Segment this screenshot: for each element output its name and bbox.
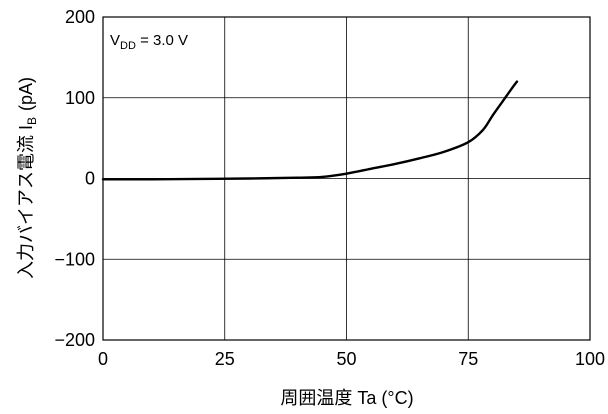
y-axis-label: 入力バイアス電流 IB (pA)	[16, 77, 39, 279]
y-tick-label: −100	[54, 249, 95, 269]
x-tick-label: 25	[215, 349, 235, 369]
x-tick-label: 100	[575, 349, 605, 369]
series-line	[101, 80, 519, 181]
annotation-subscript: DD	[120, 40, 136, 52]
y-axis-label-subscript: B	[25, 117, 39, 125]
x-axis-label: 周囲温度 Ta (°C)	[280, 388, 413, 408]
x-tick-label: 50	[336, 349, 356, 369]
annotation-suffix: = 3.0 V	[136, 32, 188, 49]
y-tick-labels: 200 100 0 −100 −200	[54, 7, 95, 350]
x-tick-label: 0	[98, 349, 108, 369]
y-tick-label: −200	[54, 330, 95, 350]
vdd-annotation: VDD = 3.0 V	[110, 32, 188, 52]
annotation-prefix: V	[110, 32, 120, 49]
y-tick-label: 100	[65, 88, 95, 108]
x-tick-labels: 0 25 50 75 100	[98, 349, 605, 369]
y-axis-label-unit: (pA)	[16, 77, 36, 111]
x-tick-label: 75	[458, 349, 478, 369]
y-tick-label: 0	[85, 169, 95, 189]
y-tick-label: 200	[65, 7, 95, 27]
y-axis-label-main: 入力バイアス電流 I	[16, 125, 36, 279]
